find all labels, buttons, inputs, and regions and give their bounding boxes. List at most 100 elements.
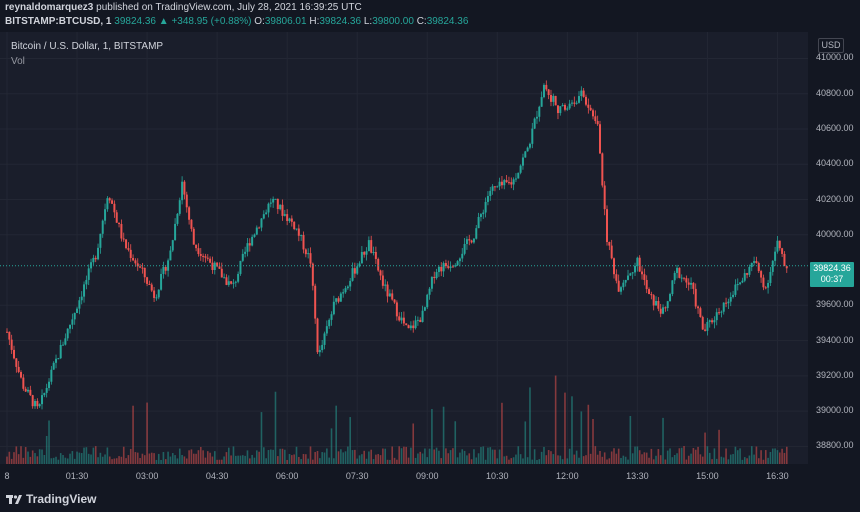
volume-bar <box>606 459 608 464</box>
candle-body <box>718 312 721 314</box>
candle-body <box>402 317 405 324</box>
volume-bar <box>748 455 751 464</box>
volume-bar <box>676 453 678 464</box>
candle-body <box>127 248 130 250</box>
volume-bar <box>645 452 648 464</box>
volume-label[interactable]: Vol <box>11 56 25 67</box>
candle-body <box>704 329 707 331</box>
volume-bar <box>206 451 209 464</box>
candle-body <box>239 260 242 274</box>
volume-bar <box>785 446 788 464</box>
candle-body <box>174 223 177 241</box>
candle-body <box>332 301 335 315</box>
chart-pane[interactable] <box>0 32 808 464</box>
volume-bar <box>438 450 440 464</box>
candle-body <box>563 104 566 110</box>
volume-bar <box>160 459 162 464</box>
volume-bar <box>571 396 573 464</box>
volume-bar <box>239 455 242 464</box>
candle-body <box>260 218 263 228</box>
volume-bar <box>454 421 457 464</box>
volume-bar <box>232 446 235 464</box>
volume-bar <box>680 447 683 464</box>
volume-bar <box>461 449 464 464</box>
volume-bar <box>295 446 298 464</box>
candle-body <box>584 96 587 105</box>
close-label: C: <box>416 16 427 27</box>
candle-body <box>701 317 704 330</box>
volume-bar <box>150 452 153 464</box>
volume-bar <box>776 450 779 464</box>
candle-body <box>153 290 156 298</box>
volume-bar <box>736 450 739 464</box>
candle-body <box>351 268 354 281</box>
volume-bar <box>349 417 351 464</box>
candle-body <box>442 263 445 272</box>
candle-body <box>650 294 653 296</box>
candle-body <box>374 252 377 259</box>
candle-body <box>162 267 165 274</box>
candle-body <box>491 186 494 191</box>
volume-bar <box>220 459 223 464</box>
volume-bar <box>368 451 370 464</box>
candle-body <box>657 301 660 309</box>
volume-bar <box>6 456 8 464</box>
volume-bar <box>347 446 349 464</box>
candle-body <box>680 277 683 279</box>
volume-bar <box>256 450 258 464</box>
tradingview-brand[interactable]: TradingView <box>6 492 96 506</box>
volume-bar <box>178 448 181 464</box>
volume-bar <box>258 451 260 464</box>
volume-bar <box>57 459 60 464</box>
volume-bar <box>190 449 193 464</box>
candle-body <box>29 389 32 396</box>
volume-bar <box>487 447 489 464</box>
candle-body <box>227 281 230 285</box>
volume-bar <box>559 455 562 464</box>
volume-bar <box>543 446 545 464</box>
candle-body <box>694 288 697 307</box>
volume-bar <box>755 446 758 464</box>
volume-bar <box>449 450 452 464</box>
candle-body <box>421 310 424 323</box>
volume-bar <box>146 402 148 464</box>
candle-body <box>580 90 583 97</box>
candle-body <box>398 316 401 321</box>
candle-body <box>258 227 261 229</box>
candle-body <box>764 287 767 289</box>
volume-bar <box>662 417 664 464</box>
price-tick-label: 39000.00 <box>816 405 854 416</box>
price-chart[interactable] <box>0 32 860 464</box>
volume-bar <box>192 453 195 464</box>
series-title[interactable]: Bitcoin / U.S. Dollar, 1, BITSTAMP <box>11 41 164 52</box>
candle-body <box>638 257 641 272</box>
volume-bar <box>771 448 774 464</box>
publisher-name[interactable]: reynaldomarquez3 <box>5 2 94 13</box>
candle-body <box>739 282 742 285</box>
volume-bar <box>517 446 520 464</box>
candle-body <box>512 179 515 185</box>
candle-body <box>108 198 111 201</box>
candle-body <box>111 200 114 204</box>
volume-bar <box>615 453 618 464</box>
volume-bar <box>379 455 382 464</box>
volume-bar <box>174 455 176 464</box>
candle-body <box>416 319 419 321</box>
candle-body <box>426 294 429 308</box>
candle-body <box>673 272 676 281</box>
volume-bar <box>330 428 333 464</box>
candle-body <box>447 266 450 268</box>
volume-bar <box>655 455 657 464</box>
time-axis[interactable]: 8 01:30 03:00 04:30 06:00 07:30 09:00 10:30 12:0… <box>0 464 808 484</box>
volume-bar <box>314 452 316 464</box>
currency-button[interactable]: USD <box>818 38 844 53</box>
candle-body <box>748 267 751 275</box>
candle-body <box>234 281 237 283</box>
candle-body <box>634 265 637 273</box>
volume-bar <box>398 446 401 464</box>
volume-bar <box>307 458 309 464</box>
price-tick-label: 40600.00 <box>816 122 854 133</box>
candle-body <box>762 277 765 288</box>
candle-body <box>575 102 578 104</box>
candle-body <box>463 243 466 254</box>
